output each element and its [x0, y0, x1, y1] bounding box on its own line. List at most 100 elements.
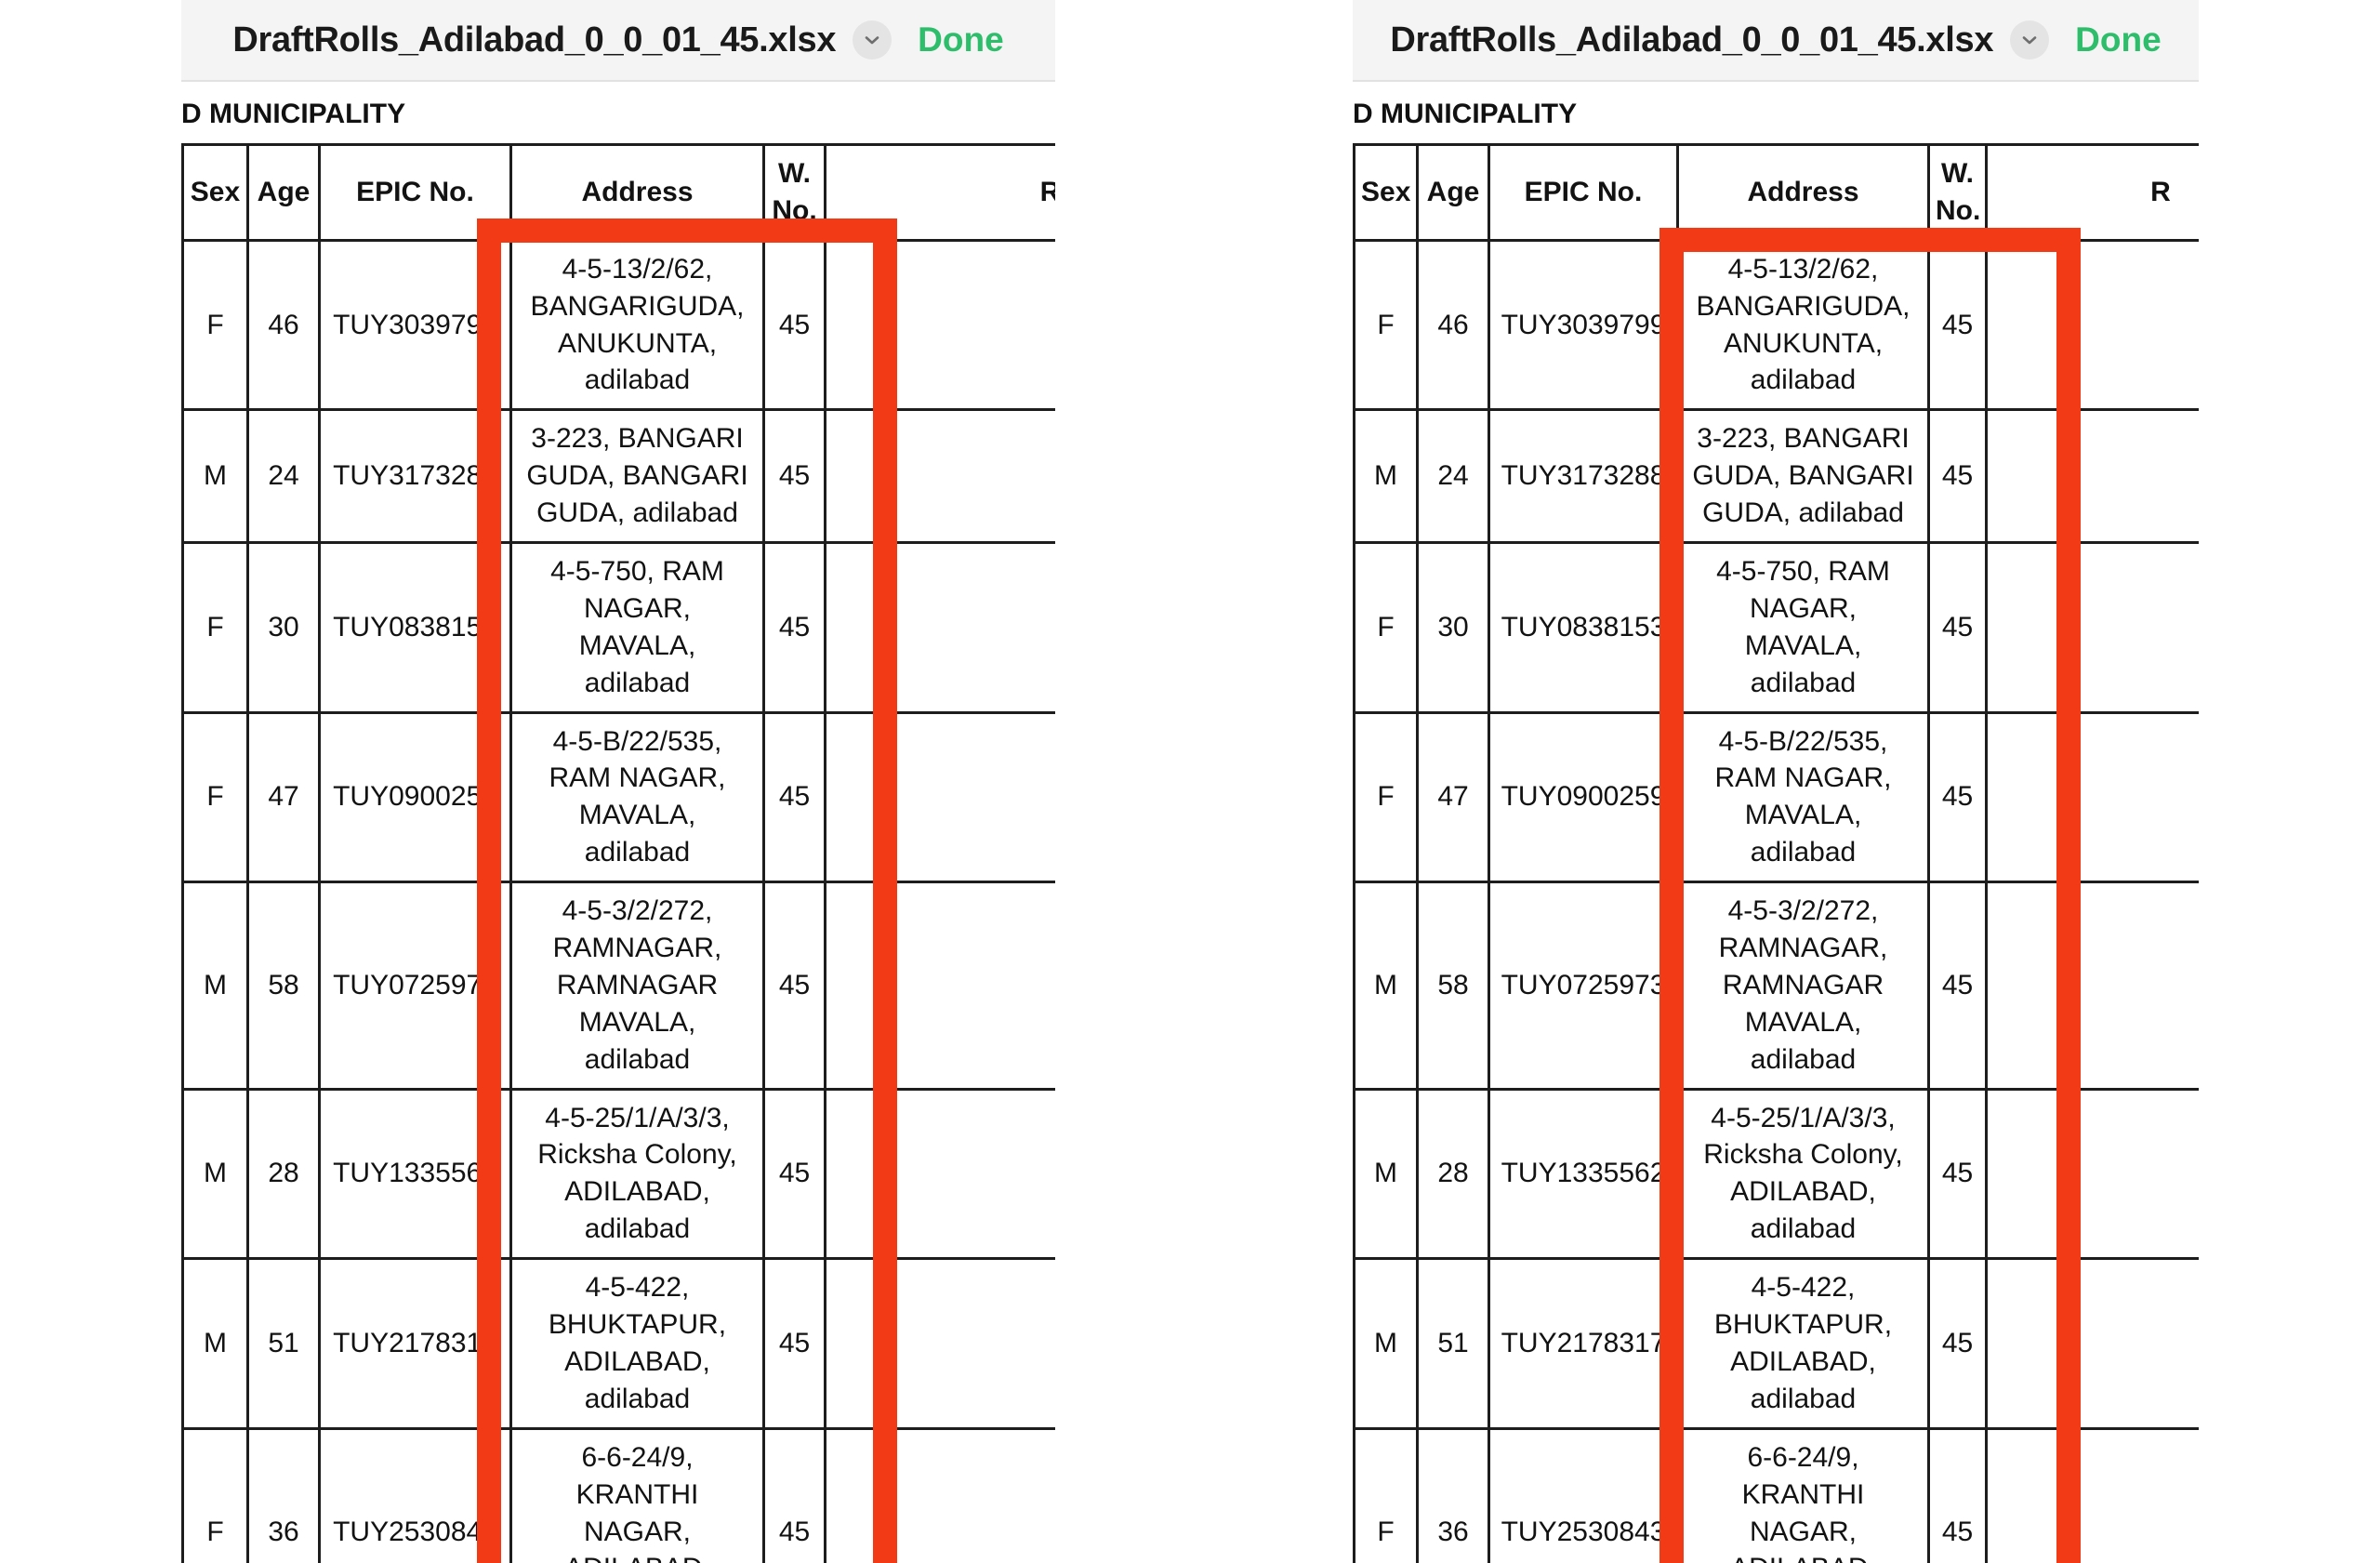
cell-age[interactable]: 47 — [1416, 710, 1490, 884]
cell-sex[interactable]: F — [181, 710, 249, 884]
cell-epic-no[interactable]: TUY2530843 — [1488, 1426, 1679, 1563]
cell-sex[interactable]: M — [181, 881, 249, 1091]
cell-r[interactable] — [1985, 1257, 2199, 1430]
cell-sex[interactable]: F — [181, 238, 249, 412]
cell-age[interactable]: 47 — [246, 710, 321, 884]
cell-w-no[interactable]: 45 — [1927, 710, 1988, 884]
cell-address[interactable]: 3-223, BANGARI GUDA, BANGARI GUDA, adila… — [1676, 408, 1930, 545]
cell-r[interactable] — [1985, 1087, 2199, 1261]
cell-address[interactable]: 4-5-750, RAM NAGAR, MAVALA, adilabad — [1676, 541, 1930, 714]
cell-epic-no[interactable]: TUY3039799 — [1488, 238, 1679, 412]
cell-sex[interactable]: M — [1353, 1087, 1419, 1261]
cell-address[interactable]: 4-5-422, BHUKTAPUR, ADILABAD, adilabad — [509, 1257, 765, 1430]
cell-epic-no[interactable]: TUY3173288 — [1488, 408, 1679, 545]
cell-address[interactable]: 4-5-B/22/535, RAM NAGAR, MAVALA, adilaba… — [1676, 710, 1930, 884]
cell-w-no[interactable]: 45 — [762, 1257, 826, 1430]
cell-w-no[interactable]: 45 — [762, 1426, 826, 1563]
cell-w-no[interactable]: 45 — [1927, 541, 1988, 714]
cell-age[interactable]: 58 — [1416, 881, 1490, 1091]
cell-w-no[interactable]: 45 — [1927, 881, 1988, 1091]
cell-age[interactable]: 28 — [246, 1087, 321, 1261]
cell-age[interactable]: 58 — [246, 881, 321, 1091]
cell-r[interactable] — [824, 881, 1055, 1091]
cell-r[interactable] — [824, 710, 1055, 884]
column-header-sex[interactable]: Sex — [181, 143, 249, 242]
cell-address[interactable]: 4-5-13/2/62, BANGARIGUDA, ANUKUNTA, adil… — [1676, 238, 1930, 412]
cell-sex[interactable]: M — [1353, 408, 1419, 545]
cell-sex[interactable]: F — [1353, 710, 1419, 884]
chevron-down-icon[interactable] — [2010, 20, 2050, 60]
cell-age[interactable]: 30 — [246, 541, 321, 714]
cell-r[interactable] — [824, 238, 1055, 412]
cell-age[interactable]: 28 — [1416, 1087, 1490, 1261]
cell-w-no[interactable]: 45 — [1927, 408, 1988, 545]
cell-age[interactable]: 36 — [246, 1426, 321, 1563]
cell-w-no[interactable]: 45 — [762, 238, 826, 412]
cell-sex[interactable]: F — [1353, 1426, 1419, 1563]
cell-address[interactable]: 4-5-422, BHUKTAPUR, ADILABAD, adilabad — [1676, 1257, 1930, 1430]
cell-w-no[interactable]: 45 — [1927, 238, 1988, 412]
cell-address[interactable]: 6-6-24/9, KRANTHI NAGAR, ADILABAD, adila… — [1676, 1426, 1930, 1563]
cell-r[interactable] — [824, 1087, 1055, 1261]
cell-address[interactable]: 4-5-3/2/272, RAMNAGAR, RAMNAGAR MAVALA, … — [1676, 881, 1930, 1091]
cell-r[interactable] — [1985, 881, 2199, 1091]
done-button[interactable]: Done — [2075, 20, 2162, 59]
cell-address[interactable]: 4-5-13/2/62, BANGARIGUDA, ANUKUNTA, adil… — [509, 238, 765, 412]
cell-epic-no[interactable]: TUY1335562 — [1488, 1087, 1679, 1261]
cell-r[interactable] — [1985, 710, 2199, 884]
cell-address[interactable]: 6-6-24/9, KRANTHI NAGAR, ADILABAD, adila… — [509, 1426, 765, 1563]
cell-w-no[interactable]: 45 — [762, 1087, 826, 1261]
cell-sex[interactable]: M — [1353, 1257, 1419, 1430]
column-header-sex[interactable]: Sex — [1353, 143, 1419, 242]
column-header-age[interactable]: Age — [1416, 143, 1490, 242]
cell-r[interactable] — [1985, 541, 2199, 714]
cell-r[interactable] — [1985, 1426, 2199, 1563]
cell-w-no[interactable]: 45 — [762, 881, 826, 1091]
cell-address[interactable]: 3-223, BANGARI GUDA, BANGARI GUDA, adila… — [509, 408, 765, 545]
cell-r[interactable] — [824, 541, 1055, 714]
cell-age[interactable]: 46 — [1416, 238, 1490, 412]
cell-age[interactable]: 46 — [246, 238, 321, 412]
cell-epic-no[interactable]: TUY0900259 — [1488, 710, 1679, 884]
cell-sex[interactable]: F — [1353, 541, 1419, 714]
chevron-down-icon[interactable] — [853, 20, 892, 60]
cell-address[interactable]: 4-5-3/2/272, RAMNAGAR, RAMNAGAR MAVALA, … — [509, 881, 765, 1091]
cell-address[interactable]: 4-5-750, RAM NAGAR, MAVALA, adilabad — [509, 541, 765, 714]
column-header-age[interactable]: Age — [246, 143, 321, 242]
cell-epic-no[interactable]: TUY2178317 — [1488, 1257, 1679, 1430]
cell-w-no[interactable]: 45 — [762, 408, 826, 545]
cell-r[interactable] — [1985, 238, 2199, 412]
cell-sex[interactable]: F — [181, 541, 249, 714]
cell-sex[interactable]: M — [181, 1087, 249, 1261]
cell-w-no[interactable]: 45 — [1927, 1087, 1988, 1261]
done-button[interactable]: Done — [918, 20, 1004, 59]
cell-sex[interactable]: F — [1353, 238, 1419, 412]
column-header-epic-no[interactable]: EPIC No. — [1488, 143, 1679, 242]
cell-r[interactable] — [824, 1257, 1055, 1430]
cell-sex[interactable]: M — [181, 408, 249, 545]
cell-age[interactable]: 36 — [1416, 1426, 1490, 1563]
column-header-address[interactable]: Address — [1676, 143, 1930, 242]
cell-sex[interactable]: M — [1353, 881, 1419, 1091]
column-header-r[interactable]: R — [1985, 143, 2199, 242]
cell-w-no[interactable]: 45 — [1927, 1426, 1988, 1563]
cell-age[interactable]: 51 — [246, 1257, 321, 1430]
cell-address[interactable]: 4-5-B/22/535, RAM NAGAR, MAVALA, adilaba… — [509, 710, 765, 884]
cell-r[interactable] — [824, 1426, 1055, 1563]
cell-sex[interactable]: F — [181, 1426, 249, 1563]
cell-epic-no[interactable]: TUY0725973 — [1488, 881, 1679, 1091]
cell-sex[interactable]: M — [181, 1257, 249, 1430]
cell-w-no[interactable]: 45 — [762, 710, 826, 884]
cell-r[interactable] — [824, 408, 1055, 545]
cell-address[interactable]: 4-5-25/1/A/3/3, Ricksha Colony, ADILABAD… — [509, 1087, 765, 1261]
cell-age[interactable]: 24 — [246, 408, 321, 545]
cell-age[interactable]: 24 — [1416, 408, 1490, 545]
column-header-w-no[interactable]: W. No. — [1927, 143, 1988, 242]
cell-w-no[interactable]: 45 — [762, 541, 826, 714]
cell-age[interactable]: 30 — [1416, 541, 1490, 714]
cell-address[interactable]: 4-5-25/1/A/3/3, Ricksha Colony, ADILABAD… — [1676, 1087, 1930, 1261]
cell-age[interactable]: 51 — [1416, 1257, 1490, 1430]
cell-w-no[interactable]: 45 — [1927, 1257, 1988, 1430]
cell-epic-no[interactable]: TUY0838153 — [1488, 541, 1679, 714]
cell-r[interactable] — [1985, 408, 2199, 545]
